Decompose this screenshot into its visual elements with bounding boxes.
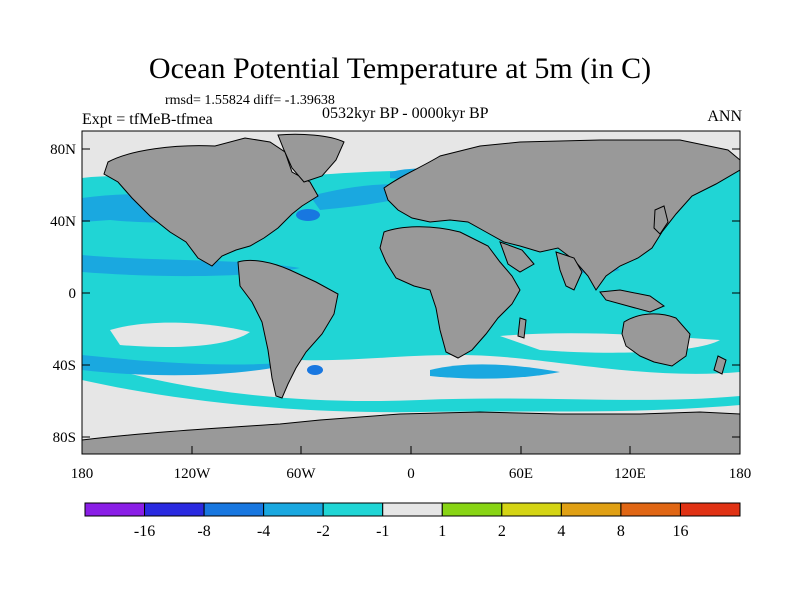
colorbar-label: -2	[317, 523, 330, 540]
plot-title: Ocean Potential Temperature at 5m (in C)	[148, 52, 652, 85]
lon-label-0: 0	[407, 466, 415, 482]
lon-label-180w: 180	[71, 466, 94, 482]
eurasia	[383, 139, 740, 291]
africa	[379, 226, 521, 359]
lon-label-120w: 120W	[174, 466, 212, 482]
colorbar-swatch	[263, 502, 324, 517]
experiment-label: Expt = tfMeB-tfmea	[82, 111, 213, 128]
colorbar-swatch	[441, 502, 503, 517]
australia	[621, 313, 691, 367]
colorbar-swatch	[620, 502, 681, 517]
period-label: 0532kyr BP - 0000kyr BP	[322, 105, 489, 122]
colorbar-swatch	[203, 502, 265, 517]
colorbar-swatch	[560, 502, 622, 517]
colorbar	[84, 502, 741, 517]
new-zealand	[713, 355, 727, 375]
colorbar-swatch	[84, 502, 146, 517]
colorbar-labels: -16 -8 -4 -2 -1 1 2 4 8 16	[134, 523, 689, 540]
lat-label-0: 0	[69, 286, 77, 302]
lon-label-60e: 60E	[509, 466, 533, 482]
madagascar	[517, 317, 527, 339]
colorbar-label: -1	[376, 523, 389, 540]
lon-labels: 180 120W 60W 0 60E 120E 180	[71, 466, 752, 482]
colorbar-label: 4	[557, 523, 565, 540]
colorbar-label: 8	[617, 523, 625, 540]
colorbar-label: -8	[197, 523, 210, 540]
colorbar-swatch	[679, 502, 741, 517]
colorbar-label: -4	[257, 523, 270, 540]
rmsd-diff-stats: rmsd= 1.55824 diff= -1.39638	[165, 93, 335, 108]
lat-label-80n: 80N	[50, 142, 76, 158]
season-label: ANN	[707, 108, 742, 125]
colorbar-label: 2	[498, 523, 506, 540]
lon-label-180e: 180	[729, 466, 752, 482]
colorbar-swatch	[501, 502, 562, 517]
colorbar-swatch	[144, 502, 205, 517]
colorbar-label: -16	[134, 523, 155, 540]
greenland	[277, 133, 345, 183]
arabia	[499, 241, 535, 273]
lon-label-120e: 120E	[614, 466, 646, 482]
india	[555, 251, 583, 291]
colorbar-label: 16	[672, 523, 688, 540]
lat-ticks	[82, 148, 740, 438]
colorbar-swatch	[322, 502, 384, 517]
land-masses	[82, 133, 740, 454]
indonesia	[599, 289, 666, 313]
lat-labels: 80N 40N 0 40S 80S	[50, 142, 76, 446]
colorbar-swatch	[382, 502, 443, 517]
lat-label-40n: 40N	[50, 214, 76, 230]
japan	[653, 205, 669, 235]
map-field	[82, 131, 740, 454]
lat-label-40s: 40S	[53, 358, 76, 374]
colorbar-label: 1	[438, 523, 446, 540]
lon-ticks	[81, 446, 741, 454]
lon-label-60w: 60W	[286, 466, 316, 482]
south-america	[237, 259, 339, 399]
antarctica	[82, 411, 740, 454]
lat-label-80s: 80S	[53, 430, 76, 446]
